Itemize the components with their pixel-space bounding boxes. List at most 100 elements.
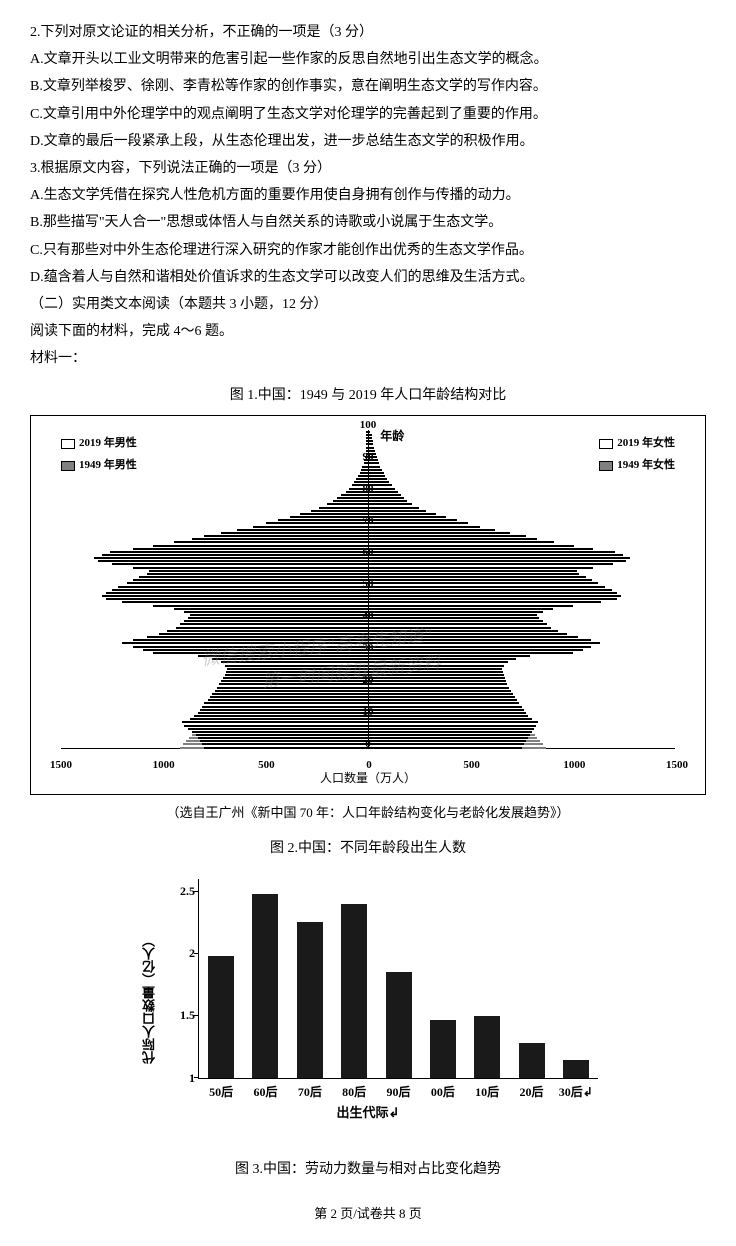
pyr-bar-male-2019 — [143, 649, 368, 651]
fig2-bar — [474, 1016, 500, 1078]
pyr-bar-female-2019 — [368, 579, 592, 581]
pyr-bar-male-2019 — [204, 702, 368, 704]
pyr-bar-male-2019 — [225, 674, 368, 676]
pyr-bar-female-2019 — [368, 683, 507, 685]
pyr-bar-female-2019 — [368, 522, 468, 524]
pyr-bar-female-2019 — [368, 674, 504, 676]
fig2-xaxis-label: 出生代际↲ — [337, 1101, 400, 1124]
fig1-title: 图 1.中国：1949 与 2019 年人口年龄结构对比 — [30, 383, 706, 408]
age-tick-label: 60 — [363, 543, 374, 563]
pyr-bar-male-2019 — [223, 677, 368, 679]
pyr-bar-male-2019 — [212, 658, 368, 660]
pyr-bar-female-2019 — [368, 538, 537, 540]
pyr-bar-male-2019 — [221, 532, 368, 534]
pyr-bar-female-2019 — [368, 472, 384, 474]
pyr-bar-female-2019 — [368, 627, 551, 629]
pyr-bar-male-2019 — [147, 636, 368, 638]
fig1-chart: 2019 年男性 1949 年男性 2019 年女性 1949 年女性 年龄 0… — [30, 415, 706, 795]
pyr-bar-male-2019 — [184, 611, 368, 613]
pyr-bar-female-2019 — [368, 652, 573, 654]
pyr-bar-male-2019 — [110, 551, 368, 553]
age-tick-label: 0 — [365, 735, 371, 755]
pyr-bar-female-2019 — [368, 500, 407, 502]
fig2-bar — [430, 1020, 456, 1078]
pyr-bar-female-2019 — [368, 731, 532, 733]
pyr-bar-female-2019 — [368, 475, 385, 477]
pyr-bar-female-2019 — [368, 636, 578, 638]
fig2-ylabel: 代际人口数量（亿人） — [138, 934, 161, 1064]
pyr-bar-male-2019 — [226, 671, 368, 673]
pyr-bar-male-2019 — [102, 554, 368, 556]
pyr-bar-female-2019 — [368, 586, 605, 588]
pyr-bar-female-2019 — [368, 503, 412, 505]
pyr-bar-female-2019 — [368, 690, 511, 692]
pyr-bar-male-2019 — [147, 573, 368, 575]
pyr-bar-female-2019 — [368, 526, 480, 528]
pyr-bar-female-2019 — [368, 721, 538, 723]
pyr-bar-male-2019 — [192, 538, 368, 540]
pyr-bar-male-2019 — [253, 526, 368, 528]
fig2-bar — [252, 894, 278, 1078]
pyr-bar-male-2019 — [208, 699, 368, 701]
pyr-bar-male-2019 — [237, 529, 368, 531]
pyr-bar-female-2019 — [368, 532, 510, 534]
q2-optA: A.文章开头以工业文明带来的危害引起一些作家的反思自然地引出生态文学的概念。 — [30, 47, 706, 72]
pyr-bar-male-2019 — [266, 522, 368, 524]
pyr-bar-female-2019 — [368, 608, 553, 610]
pyr-bar-female-2019 — [368, 582, 598, 584]
fig1-x-tick: 1000 — [563, 756, 585, 776]
pyr-bar-male-2019 — [106, 592, 368, 594]
pyr-bar-male-2019 — [112, 589, 368, 591]
pyr-bar-male-2019 — [196, 734, 368, 736]
pyr-bar-male-2019 — [300, 513, 368, 515]
pyr-bar-male-2019 — [198, 712, 368, 714]
pyr-bar-female-2019 — [368, 642, 600, 644]
pyr-bar-male-2019 — [153, 652, 368, 654]
age-tick-label: 80 — [363, 480, 374, 500]
fig2-y-tick-mark — [194, 1015, 199, 1016]
pyr-bar-female-2019 — [368, 646, 591, 648]
section2-material: 材料一： — [30, 346, 706, 371]
pyr-bar-male-2019 — [112, 563, 368, 565]
pyr-bar-female-2019 — [368, 589, 612, 591]
fig2-category-label: 20后 — [519, 1078, 543, 1104]
pyr-bar-female-2019 — [368, 702, 519, 704]
pyr-bar-female-2019 — [368, 715, 528, 717]
pyr-bar-female-2019 — [368, 747, 522, 749]
fig1-source: （选自王广州《新中国 70 年：人口年龄结构变化与老龄化发展趋势》） — [30, 801, 706, 824]
pyr-bar-female-2019 — [368, 541, 554, 543]
pyr-bar-female-2019 — [368, 595, 621, 597]
pyr-bar-female-2019 — [368, 560, 626, 562]
pyr-bar-female-2019 — [368, 437, 372, 439]
pyr-bar-female-2019 — [368, 734, 530, 736]
pyr-bar-female-2019 — [368, 639, 591, 641]
pyr-bar-male-2019 — [98, 560, 368, 562]
pyr-bar-female-2019 — [368, 728, 534, 730]
pyr-bar-female-2019 — [368, 668, 502, 670]
pyr-bar-male-2019 — [184, 620, 368, 622]
pyr-bar-male-2019 — [153, 605, 368, 607]
fig1-x-tick: 500 — [463, 756, 480, 776]
pyr-bar-male-2019 — [227, 668, 368, 670]
pyr-bar-female-2019 — [368, 567, 593, 569]
pyr-bar-male-2019 — [149, 570, 368, 572]
pyr-bar-female-2019 — [368, 718, 532, 720]
fig1-x-tick: 1000 — [153, 756, 175, 776]
q2-optC: C.文章引用中外伦理学中的观点阐明了生态文学对伦理学的完善起到了重要的作用。 — [30, 102, 706, 127]
pyr-bar-male-2019 — [133, 579, 368, 581]
pyr-bar-male-2019 — [219, 683, 368, 685]
pyr-bar-female-2019 — [368, 709, 524, 711]
pyr-bar-male-2019 — [202, 706, 368, 708]
pyr-bar-female-2019 — [368, 740, 526, 742]
fig2-y-tick: 1.5 — [180, 1005, 199, 1027]
pyr-bar-male-2019 — [212, 693, 368, 695]
pyr-bar-male-2019 — [290, 516, 368, 518]
pyr-bar-male-2019 — [184, 725, 368, 727]
pyr-bar-male-2019 — [153, 545, 368, 547]
pyr-bar-female-2019 — [368, 507, 419, 509]
pyr-bar-female-2019 — [368, 617, 539, 619]
pyr-bar-male-2019 — [139, 576, 368, 578]
pyr-bar-female-2019 — [368, 516, 446, 518]
pyr-bar-male-2019 — [174, 608, 368, 610]
pyr-bar-female-2019 — [368, 535, 526, 537]
